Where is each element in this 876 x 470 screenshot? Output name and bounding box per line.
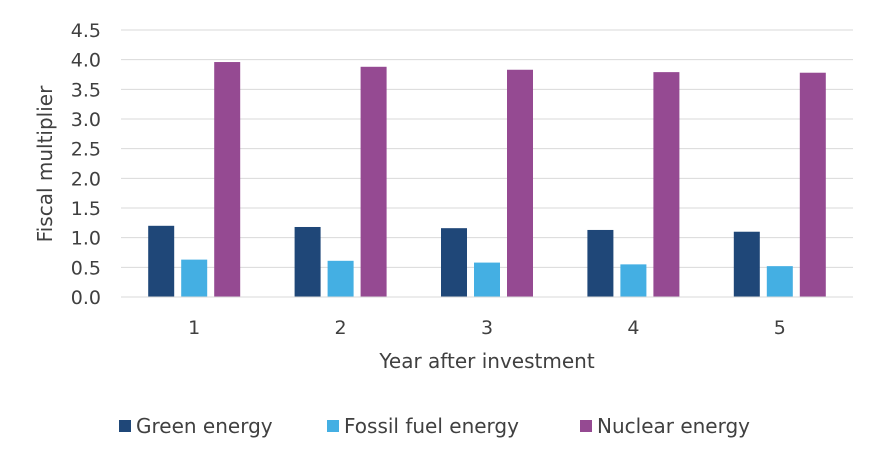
bars (148, 62, 826, 298)
x-tick-label: 2 (335, 317, 347, 339)
bar (766, 266, 793, 297)
y-tick-label: 4.0 (71, 50, 101, 72)
bar (360, 66, 387, 297)
gridlines (121, 29, 853, 268)
bar (294, 226, 321, 297)
y-tick-label: 3.5 (71, 79, 101, 101)
bar (214, 62, 241, 297)
y-tick-label: 1.5 (71, 198, 101, 220)
bar (148, 225, 175, 297)
bar (327, 260, 354, 297)
legend-swatch (119, 420, 131, 432)
legend-swatch (580, 420, 592, 432)
legend-swatch (327, 420, 339, 432)
bar (620, 264, 647, 297)
legend-label: Fossil fuel energy (344, 414, 519, 438)
x-tick-label: 1 (188, 317, 200, 339)
y-tick-label: 2.0 (71, 168, 101, 190)
bar (733, 231, 760, 297)
x-axis-title: Year after investment (378, 349, 594, 373)
bar (507, 69, 533, 298)
legend-label: Nuclear energy (597, 414, 750, 438)
bar (474, 262, 500, 297)
x-tick-label: 3 (481, 317, 493, 339)
axes: 0.0 0.5 1.0 1.5 2.0 2.5 3.0 3.5 4.0 4.5 1 2 3 4 5 (71, 20, 853, 339)
y-tick-label: 3.0 (71, 109, 101, 131)
x-tick-label: 4 (627, 317, 639, 339)
x-tick-label: 5 (774, 317, 786, 339)
legend-label: Green energy (136, 414, 273, 438)
y-axis-title: Fiscal multiplier (33, 85, 57, 242)
bar (799, 72, 826, 297)
y-tick-label: 1.0 (71, 228, 101, 250)
y-tick-label: 0.5 (71, 257, 101, 279)
legend: Green energy Fossil fuel energy Nuclear en… (119, 414, 750, 438)
bar (587, 229, 614, 297)
y-tick-label: 0.0 (71, 287, 101, 309)
y-tick-label: 2.5 (71, 139, 101, 161)
bar (181, 259, 208, 297)
y-tick-label: 4.5 (71, 20, 101, 42)
bar (441, 228, 467, 297)
bar (653, 72, 680, 297)
